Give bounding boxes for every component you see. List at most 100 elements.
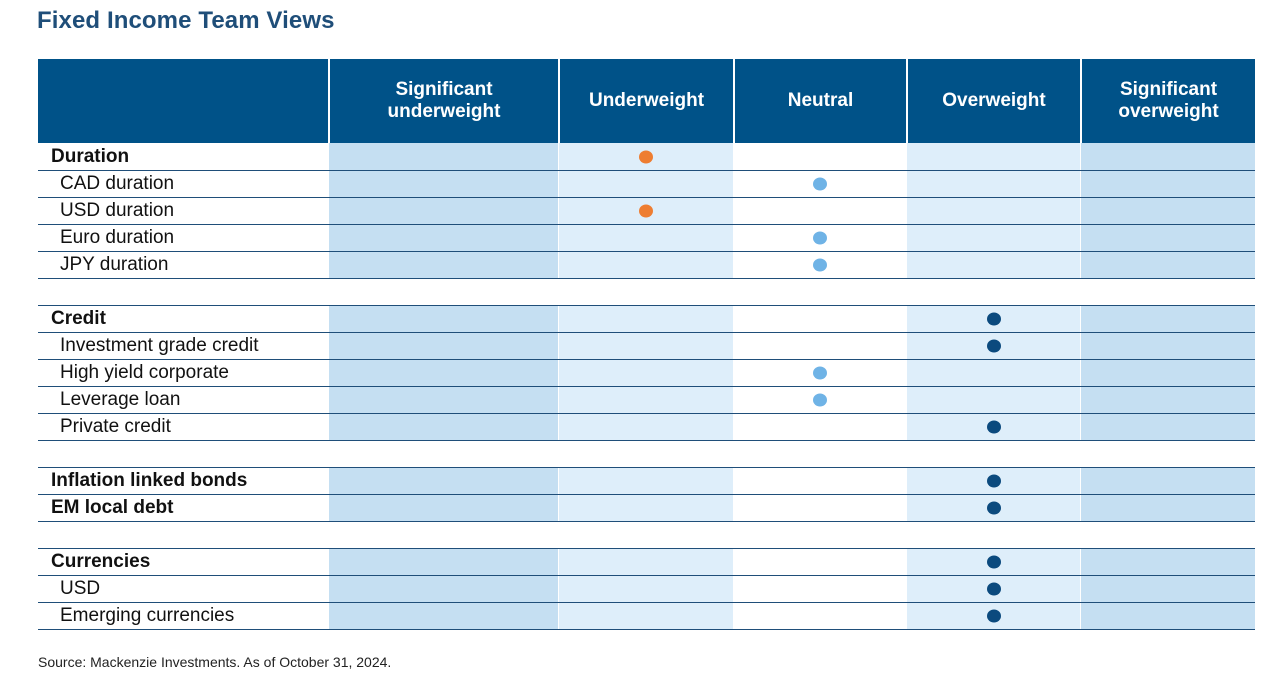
view-cell <box>1080 143 1255 170</box>
table-row: Leverage loan <box>38 387 1255 414</box>
source-note: Source: Mackenzie Investments. As of Oct… <box>38 654 392 670</box>
view-cell <box>328 603 558 629</box>
view-cell <box>1080 171 1255 197</box>
view-cell <box>328 306 558 332</box>
view-cell <box>1080 603 1255 629</box>
row-spacer <box>38 279 1255 306</box>
view-cell <box>733 333 906 359</box>
view-cell <box>558 414 733 440</box>
view-cell <box>328 143 558 170</box>
table-row: Duration <box>38 143 1255 171</box>
table-row: Currencies <box>38 549 1255 576</box>
view-cell <box>733 387 906 413</box>
view-cell <box>1080 333 1255 359</box>
view-cell <box>733 414 906 440</box>
view-cell <box>558 576 733 602</box>
view-cell <box>906 252 1080 278</box>
view-marker-neutral <box>813 177 827 191</box>
table-row: Inflation linked bonds <box>38 468 1255 495</box>
table-header: Significant underweight Underweight Neut… <box>38 59 1255 143</box>
table-row: Investment grade credit <box>38 333 1255 360</box>
row-spacer <box>38 441 1255 468</box>
view-marker-overweight <box>986 420 1001 434</box>
view-cell <box>1080 225 1255 251</box>
table-row: USD <box>38 576 1255 603</box>
view-cell <box>558 143 733 170</box>
view-cell <box>1080 252 1255 278</box>
views-table: Significant underweight Underweight Neut… <box>38 59 1255 630</box>
view-cell <box>328 252 558 278</box>
view-marker-underweight <box>639 204 653 218</box>
view-cell <box>558 225 733 251</box>
view-cell <box>906 333 1080 359</box>
view-cell <box>328 414 558 440</box>
row-label: Investment grade credit <box>60 335 259 356</box>
row-label: USD <box>60 578 101 599</box>
view-cell <box>733 225 906 251</box>
view-cell <box>906 603 1080 629</box>
view-marker-overweight <box>986 555 1001 569</box>
view-cell <box>328 549 558 575</box>
row-spacer <box>38 522 1255 549</box>
row-label: Leverage loan <box>60 389 181 410</box>
table-row: USD duration <box>38 198 1255 225</box>
view-marker-overweight <box>986 474 1001 488</box>
view-marker-overweight <box>986 312 1001 326</box>
view-cell <box>733 171 906 197</box>
group-label: EM local debt <box>51 497 174 518</box>
view-cell <box>906 225 1080 251</box>
view-cell <box>558 306 733 332</box>
view-cell <box>906 143 1080 170</box>
table-row: Euro duration <box>38 225 1255 252</box>
view-marker-overweight <box>986 609 1001 623</box>
view-marker-overweight <box>986 582 1001 596</box>
view-cell <box>733 576 906 602</box>
view-cell <box>558 387 733 413</box>
view-cell <box>906 360 1080 386</box>
view-cell <box>906 576 1080 602</box>
header-neutral: Neutral <box>733 59 906 143</box>
view-cell <box>906 306 1080 332</box>
view-cell <box>906 387 1080 413</box>
table-row: CAD duration <box>38 171 1255 198</box>
view-cell <box>733 252 906 278</box>
view-marker-neutral <box>813 231 827 245</box>
view-cell <box>328 576 558 602</box>
row-label: High yield corporate <box>60 362 229 383</box>
group-label: Inflation linked bonds <box>51 470 248 491</box>
view-cell <box>328 360 558 386</box>
view-cell <box>328 387 558 413</box>
header-overweight: Overweight <box>906 59 1080 143</box>
view-cell <box>328 333 558 359</box>
view-cell <box>906 414 1080 440</box>
view-cell <box>558 360 733 386</box>
view-cell <box>906 549 1080 575</box>
view-cell <box>558 252 733 278</box>
view-cell <box>1080 576 1255 602</box>
view-cell <box>906 495 1080 521</box>
view-cell <box>328 468 558 494</box>
view-cell <box>733 306 906 332</box>
view-cell <box>733 198 906 224</box>
view-marker-neutral <box>813 366 827 380</box>
table-row: Emerging currencies <box>38 603 1255 630</box>
view-cell <box>558 468 733 494</box>
view-cell <box>733 549 906 575</box>
row-label: Private credit <box>60 416 171 437</box>
view-cell <box>1080 468 1255 494</box>
view-cell <box>558 171 733 197</box>
view-cell <box>1080 414 1255 440</box>
view-cell <box>906 198 1080 224</box>
view-cell <box>1080 495 1255 521</box>
header-label-column <box>38 59 328 143</box>
view-cell <box>558 495 733 521</box>
row-label: JPY duration <box>60 254 169 275</box>
view-cell <box>1080 549 1255 575</box>
table-row: EM local debt <box>38 495 1255 522</box>
view-marker-overweight <box>986 339 1001 353</box>
view-cell <box>733 360 906 386</box>
table-row: Private credit <box>38 414 1255 441</box>
view-cell <box>733 143 906 170</box>
view-cell <box>1080 387 1255 413</box>
row-label: Euro duration <box>60 227 175 248</box>
